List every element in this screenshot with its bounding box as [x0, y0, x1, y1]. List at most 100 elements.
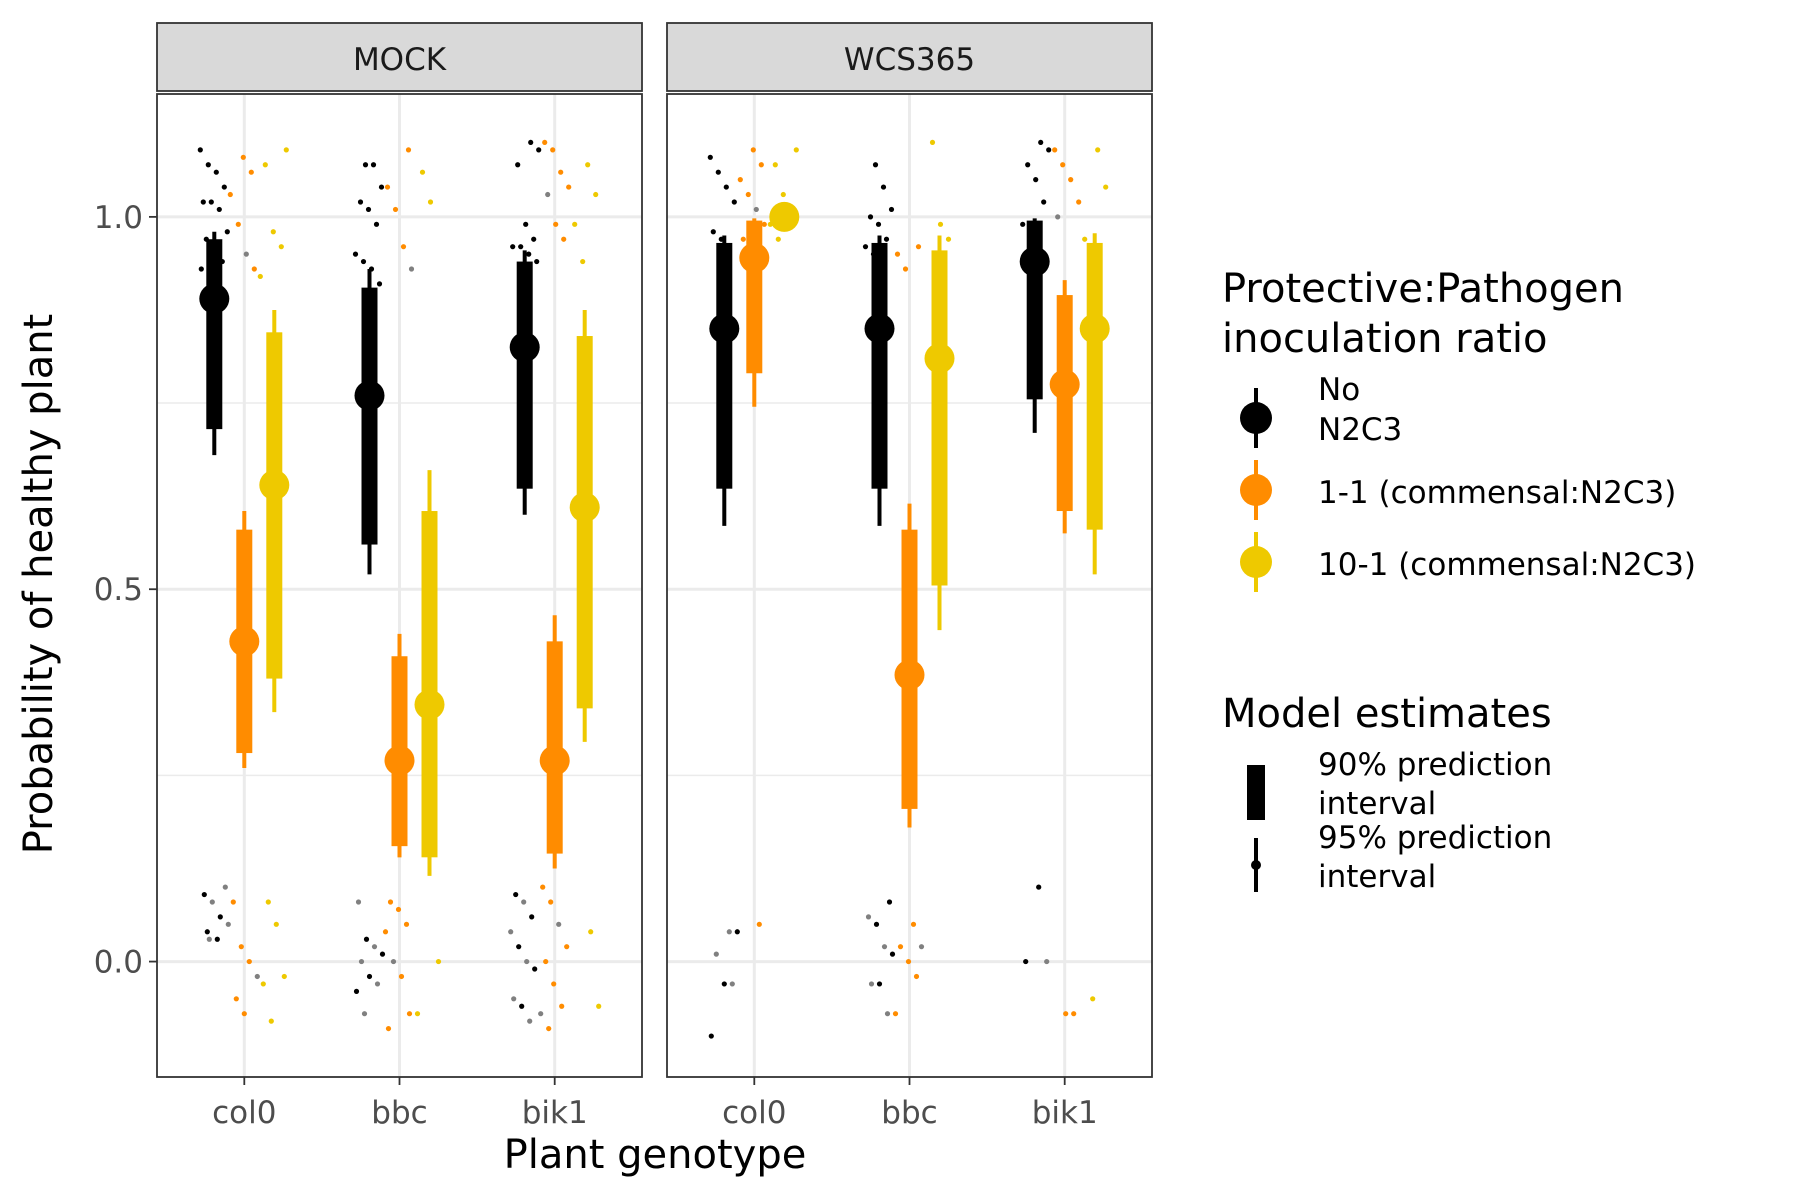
raw-point	[548, 899, 554, 905]
point-estimate	[924, 343, 955, 374]
raw-point	[225, 921, 231, 927]
legend-key-point	[1240, 474, 1272, 506]
estimate-bik1-no-n2c3	[1019, 218, 1050, 433]
raw-point	[894, 251, 901, 257]
y-tick-label: 0.5	[94, 572, 143, 608]
point-estimate	[864, 313, 895, 344]
raw-point	[352, 251, 359, 257]
facet-panel-mock: MOCK	[156, 22, 643, 1078]
raw-point	[360, 258, 367, 265]
raw-point	[400, 244, 407, 250]
raw-point	[551, 981, 557, 987]
raw-point	[209, 899, 215, 905]
raw-point	[221, 184, 227, 190]
raw-point	[265, 899, 271, 905]
raw-point	[398, 973, 405, 980]
legend-key-point	[1240, 402, 1272, 434]
raw-point	[740, 236, 746, 242]
raw-point	[508, 929, 514, 935]
raw-point	[283, 147, 289, 153]
raw-point	[1068, 177, 1074, 183]
legend-items: No N2C3 1-1 (commensal:N2C3) 10-1 (commensa…	[1240, 372, 1696, 895]
raw-point	[260, 981, 266, 987]
raw-point	[374, 981, 381, 987]
raw-point	[379, 951, 386, 957]
raw-point	[366, 973, 373, 980]
interval-90	[361, 287, 378, 545]
raw-point	[200, 199, 206, 205]
raw-point	[270, 229, 276, 235]
raw-point	[867, 214, 874, 220]
raw-point	[370, 162, 377, 168]
interval-90	[1086, 242, 1103, 530]
legend-label: 1-1 (commensal:N2C3)	[1318, 475, 1676, 511]
raw-point	[585, 162, 591, 168]
raw-point	[550, 147, 556, 153]
raw-point	[1060, 162, 1066, 168]
raw-point	[1036, 884, 1042, 890]
raw-point	[542, 139, 548, 146]
raw-point	[713, 951, 719, 957]
raw-point	[363, 936, 370, 942]
raw-point	[511, 996, 517, 1002]
legend-label: No	[1318, 372, 1360, 408]
point-estimate	[569, 492, 600, 523]
raw-point	[526, 251, 532, 257]
raw-point	[529, 914, 535, 920]
facet-strip	[156, 22, 643, 92]
raw-point	[873, 921, 880, 927]
raw-point	[403, 921, 410, 927]
raw-point	[876, 981, 883, 987]
legend-key-no-n2c3: No N2C3	[1240, 372, 1402, 448]
y-axis-title: Probability of healthy plant	[16, 314, 62, 855]
point-estimate	[1019, 246, 1050, 277]
raw-point	[227, 191, 233, 198]
raw-point	[523, 221, 529, 227]
raw-point	[518, 244, 524, 250]
point-estimate	[1079, 313, 1110, 344]
raw-point	[593, 191, 599, 198]
raw-point	[543, 958, 549, 965]
raw-point	[862, 244, 869, 250]
raw-point	[371, 944, 378, 950]
raw-point	[235, 221, 241, 227]
point-estimate	[739, 242, 770, 273]
legend-key-point	[1251, 860, 1261, 870]
point-estimate	[259, 469, 290, 500]
raw-point	[596, 1003, 602, 1009]
raw-point	[198, 266, 204, 272]
raw-point	[588, 929, 594, 935]
raw-point	[1041, 199, 1047, 205]
point-estimate	[894, 659, 925, 690]
raw-point	[365, 206, 372, 213]
raw-point	[217, 914, 223, 920]
raw-point	[414, 1011, 421, 1017]
raw-point	[731, 199, 737, 205]
raw-point	[510, 244, 516, 250]
raw-point	[521, 899, 527, 905]
raw-point	[248, 169, 254, 175]
interval-90	[716, 242, 733, 489]
raw-point	[561, 236, 567, 242]
raw-point	[559, 1003, 565, 1009]
estimate-bik1-ratio-1-1	[1049, 280, 1080, 534]
raw-point	[278, 244, 284, 250]
raw-point	[357, 199, 364, 205]
raw-point	[913, 973, 920, 980]
raw-point	[553, 221, 559, 227]
estimate-bbc-ratio-1-1	[894, 503, 925, 828]
raw-point	[387, 899, 394, 905]
raw-point	[868, 981, 875, 987]
raw-point	[1038, 139, 1044, 146]
raw-point	[390, 958, 397, 965]
raw-point	[233, 996, 239, 1002]
raw-point	[880, 184, 887, 190]
raw-point	[897, 944, 904, 950]
raw-point	[385, 1025, 392, 1032]
raw-point	[1044, 958, 1050, 965]
x-tick-label: bbc	[371, 1095, 427, 1131]
raw-point	[886, 899, 893, 905]
legend-label: 10-1 (commensal:N2C3)	[1318, 547, 1696, 583]
